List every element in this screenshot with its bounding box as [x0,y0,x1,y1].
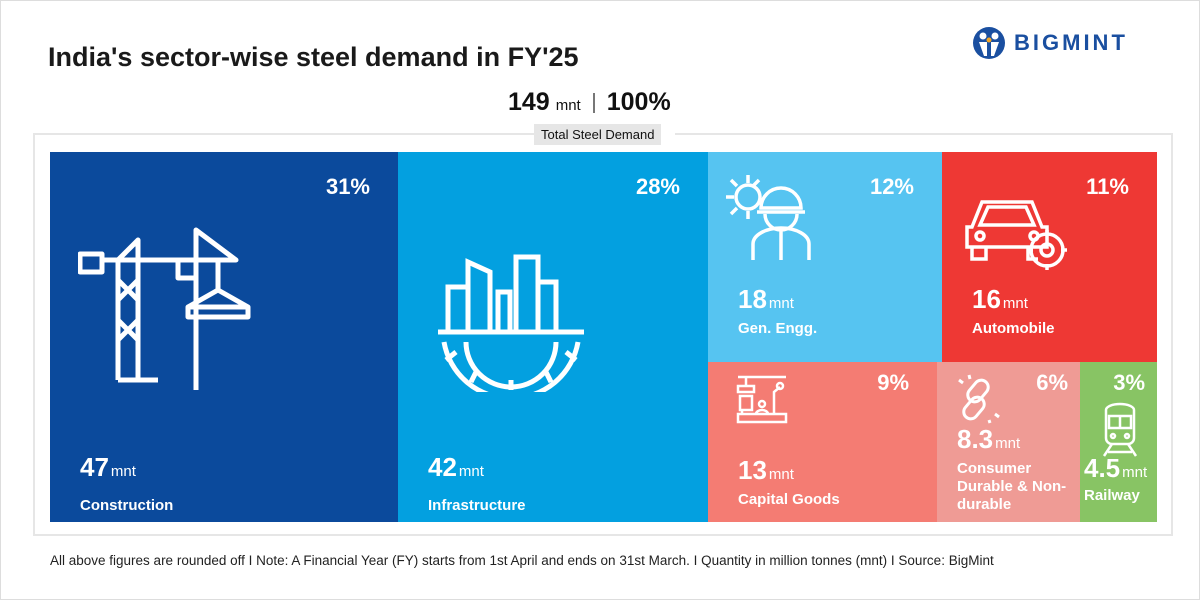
total-label: Total Steel Demand [534,124,662,145]
outline-top-right [675,133,1173,135]
tile-construction: 31% 47 mnt Construction [50,152,398,522]
tile-value-unit: mnt [110,463,136,480]
tile-railway: 3% 4.5 mnt Railway [1080,362,1157,522]
total-percent: 100% [606,88,671,116]
tile-percent: 9% [877,370,909,395]
divider [592,92,595,113]
tile-percent: 28% [635,174,680,199]
tile-value-unit: mnt [768,466,794,483]
tile-label: Consumer Durable & Non-durable [957,460,1067,513]
tile-consumer-durable-non-durable: 6% 8.3 mnt Consumer Durable & Non-durable [937,362,1080,522]
tile-value: 4.5 mnt [1084,453,1147,484]
tile-value-number: 4.5 [1084,453,1121,483]
total-demand: 149 mnt 100% [508,88,671,117]
tile-label: Gen. Engg. [738,320,818,337]
outline-top-left [33,133,534,135]
chart-outline [33,133,1173,536]
tile-value-number: 42 [428,452,457,482]
page-title: India's sector-wise steel demand in FY'2… [48,42,579,72]
logo-icon [973,27,1005,59]
tile-value-unit: mnt [768,295,794,312]
engineer-gear-icon [723,172,813,267]
tile-value-unit: mnt [995,435,1021,452]
tile-percent: 3% [1113,370,1145,395]
tile-value-number: 13 [738,455,767,485]
logo-text: BIGMINT [1014,30,1128,55]
tile-label: Capital Goods [738,491,840,508]
tile-value: 42 mnt [428,452,484,483]
crane-icon [77,222,268,397]
tile-percent: 12% [869,174,914,199]
tile-label: Construction [80,497,174,514]
tile-value-number: 18 [738,284,767,314]
tile-capital-goods: 9% 13 mnt Capital Goods [708,362,937,522]
tile-value: 8.3 mnt [957,424,1020,455]
factory-machine-icon [736,374,788,429]
tile-value-unit: mnt [1002,295,1028,312]
total-value: 149 [508,88,550,116]
tile-label: Infrastructure [428,497,526,514]
tile-value-number: 8.3 [957,424,994,454]
car-gear-icon [962,192,1072,277]
train-icon [1100,402,1140,463]
tile-value-unit: mnt [1122,464,1148,481]
tile-infrastructure: 28% 42 mnt Infrastructure [398,152,708,522]
tile-percent: 11% [1086,174,1129,199]
tile-label: Automobile [972,320,1055,337]
tile-value: 13 mnt [738,455,794,486]
tile-value-number: 16 [972,284,1001,314]
chain-link-icon [957,374,1003,429]
tile-value: 16 mnt [972,284,1028,315]
tile-value: 47 mnt [80,452,136,483]
tile-automobile: 11% 16 mnt Automobile [942,152,1157,362]
bigmint-logo: BIGMINT [972,26,1128,60]
buildings-gear-icon [436,252,586,401]
total-unit: mnt [555,97,581,114]
tile-value-number: 47 [80,452,109,482]
tile-label: Railway [1084,487,1140,504]
tile-gen-engg: 12% 18 mnt Gen. Engg. [708,152,942,362]
tile-percent: 6% [1036,370,1068,395]
tile-value-unit: mnt [458,463,484,480]
footer-note: All above figures are rounded off I Note… [50,553,994,568]
tile-percent: 31% [325,174,370,199]
tile-value: 18 mnt [738,284,794,315]
